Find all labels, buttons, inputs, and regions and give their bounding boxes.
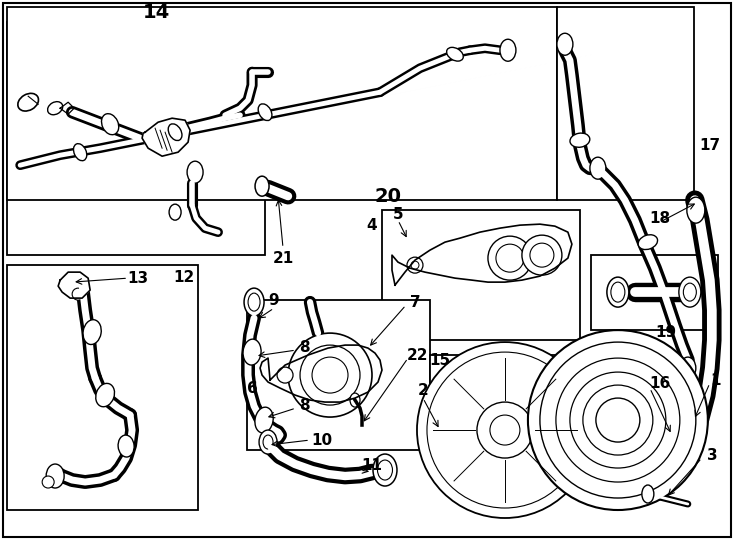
Text: 1: 1 bbox=[711, 373, 721, 388]
Polygon shape bbox=[260, 345, 382, 402]
Text: 2: 2 bbox=[418, 382, 429, 397]
Ellipse shape bbox=[248, 293, 260, 311]
Ellipse shape bbox=[169, 204, 181, 220]
Ellipse shape bbox=[255, 176, 269, 196]
Ellipse shape bbox=[557, 33, 573, 55]
Circle shape bbox=[528, 330, 708, 510]
Circle shape bbox=[530, 243, 554, 267]
Circle shape bbox=[312, 357, 348, 393]
Text: 16: 16 bbox=[650, 376, 670, 390]
Circle shape bbox=[556, 358, 680, 482]
Text: 7: 7 bbox=[410, 295, 421, 309]
Ellipse shape bbox=[259, 430, 277, 454]
Circle shape bbox=[496, 244, 524, 272]
Text: 11: 11 bbox=[362, 457, 382, 472]
Ellipse shape bbox=[118, 435, 134, 457]
Bar bbox=[7, 22, 265, 255]
Polygon shape bbox=[58, 272, 90, 298]
Ellipse shape bbox=[558, 373, 578, 401]
Ellipse shape bbox=[679, 277, 701, 307]
Ellipse shape bbox=[18, 93, 38, 111]
Ellipse shape bbox=[590, 157, 606, 179]
Text: 10: 10 bbox=[311, 433, 333, 448]
Ellipse shape bbox=[101, 114, 119, 134]
Circle shape bbox=[596, 398, 640, 442]
Circle shape bbox=[570, 372, 666, 468]
Ellipse shape bbox=[441, 378, 454, 396]
Ellipse shape bbox=[168, 124, 182, 140]
Text: 15: 15 bbox=[429, 353, 451, 368]
Text: 5: 5 bbox=[393, 207, 403, 221]
Circle shape bbox=[427, 352, 583, 508]
Ellipse shape bbox=[83, 320, 101, 345]
Ellipse shape bbox=[255, 407, 273, 433]
Text: 13: 13 bbox=[128, 271, 149, 286]
Ellipse shape bbox=[611, 282, 625, 302]
Text: 22: 22 bbox=[407, 348, 429, 362]
Circle shape bbox=[407, 257, 423, 273]
Text: 19: 19 bbox=[655, 325, 677, 340]
Text: 4: 4 bbox=[367, 218, 377, 233]
Text: 9: 9 bbox=[269, 293, 280, 308]
Bar bbox=[557, 7, 694, 200]
Ellipse shape bbox=[683, 283, 697, 301]
Bar bbox=[7, 265, 198, 510]
Ellipse shape bbox=[244, 288, 264, 316]
Text: 17: 17 bbox=[700, 138, 720, 153]
Circle shape bbox=[72, 288, 84, 300]
Circle shape bbox=[411, 261, 419, 269]
Ellipse shape bbox=[562, 379, 574, 395]
Ellipse shape bbox=[680, 357, 696, 379]
Circle shape bbox=[417, 342, 593, 518]
Ellipse shape bbox=[258, 104, 272, 120]
Ellipse shape bbox=[187, 161, 203, 183]
Ellipse shape bbox=[687, 197, 705, 223]
Text: 21: 21 bbox=[272, 251, 294, 266]
Circle shape bbox=[300, 345, 360, 405]
Ellipse shape bbox=[500, 39, 516, 61]
Ellipse shape bbox=[377, 460, 393, 480]
Ellipse shape bbox=[95, 383, 115, 407]
Bar bbox=[591, 255, 718, 330]
Ellipse shape bbox=[446, 48, 463, 61]
Ellipse shape bbox=[46, 464, 64, 488]
Ellipse shape bbox=[350, 393, 360, 407]
Text: 3: 3 bbox=[707, 448, 717, 463]
Ellipse shape bbox=[48, 102, 62, 115]
Ellipse shape bbox=[73, 144, 87, 161]
Circle shape bbox=[488, 236, 532, 280]
Text: 18: 18 bbox=[650, 211, 670, 226]
Ellipse shape bbox=[638, 235, 658, 249]
Ellipse shape bbox=[437, 372, 459, 402]
Ellipse shape bbox=[263, 435, 273, 449]
Ellipse shape bbox=[642, 485, 654, 503]
Circle shape bbox=[477, 402, 533, 458]
Circle shape bbox=[540, 342, 696, 498]
Circle shape bbox=[583, 385, 653, 455]
Ellipse shape bbox=[373, 454, 397, 486]
Ellipse shape bbox=[607, 277, 629, 307]
Polygon shape bbox=[142, 118, 190, 156]
Ellipse shape bbox=[668, 449, 684, 471]
Text: 6: 6 bbox=[247, 381, 258, 396]
Circle shape bbox=[522, 235, 562, 275]
Polygon shape bbox=[392, 224, 572, 285]
Bar bbox=[247, 300, 430, 450]
Circle shape bbox=[490, 415, 520, 445]
Circle shape bbox=[277, 367, 293, 383]
Text: 12: 12 bbox=[173, 269, 195, 285]
Bar bbox=[7, 7, 557, 200]
Ellipse shape bbox=[570, 133, 590, 147]
Text: 8: 8 bbox=[299, 397, 309, 413]
Circle shape bbox=[288, 333, 372, 417]
Ellipse shape bbox=[243, 339, 261, 365]
Bar bbox=[430, 355, 582, 420]
Text: 8: 8 bbox=[299, 340, 309, 355]
Text: 20: 20 bbox=[374, 187, 401, 206]
Bar bbox=[382, 210, 580, 340]
Circle shape bbox=[42, 476, 54, 488]
Text: 14: 14 bbox=[142, 3, 170, 22]
